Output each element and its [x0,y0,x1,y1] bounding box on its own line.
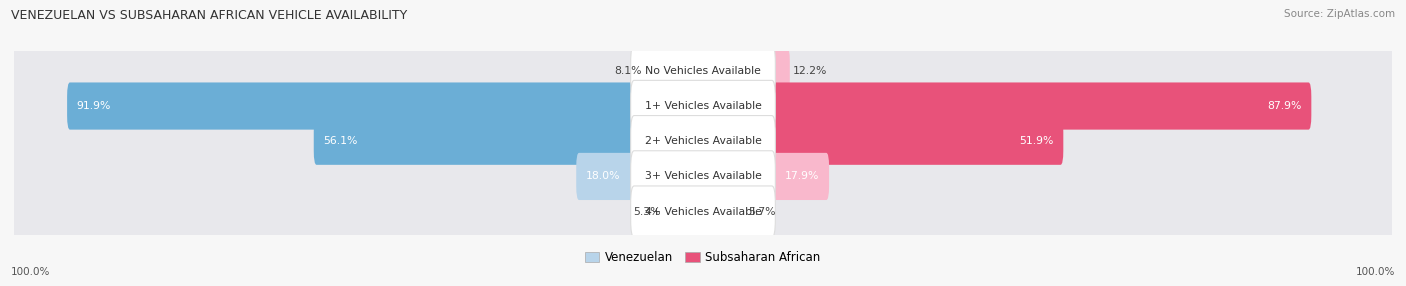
FancyBboxPatch shape [11,27,1395,115]
FancyBboxPatch shape [700,82,1312,130]
FancyBboxPatch shape [11,97,1395,186]
Legend: Venezuelan, Subsaharan African: Venezuelan, Subsaharan African [581,247,825,269]
Text: 100.0%: 100.0% [11,267,51,277]
FancyBboxPatch shape [700,153,830,200]
Text: No Vehicles Available: No Vehicles Available [645,66,761,76]
Text: 3+ Vehicles Available: 3+ Vehicles Available [644,171,762,181]
FancyBboxPatch shape [11,167,1395,256]
Text: 100.0%: 100.0% [1355,267,1395,277]
Text: 4+ Vehicles Available: 4+ Vehicles Available [644,207,762,217]
Text: Source: ZipAtlas.com: Source: ZipAtlas.com [1284,9,1395,19]
Text: 18.0%: 18.0% [586,171,620,181]
Text: 12.2%: 12.2% [793,66,827,76]
FancyBboxPatch shape [700,47,790,94]
Text: 5.3%: 5.3% [634,207,661,217]
FancyBboxPatch shape [631,186,775,237]
FancyBboxPatch shape [700,188,745,235]
FancyBboxPatch shape [700,118,1063,165]
FancyBboxPatch shape [576,153,706,200]
FancyBboxPatch shape [644,47,706,94]
FancyBboxPatch shape [631,151,775,202]
FancyBboxPatch shape [631,116,775,167]
Text: 2+ Vehicles Available: 2+ Vehicles Available [644,136,762,146]
Text: 91.9%: 91.9% [77,101,111,111]
Text: VENEZUELAN VS SUBSAHARAN AFRICAN VEHICLE AVAILABILITY: VENEZUELAN VS SUBSAHARAN AFRICAN VEHICLE… [11,9,408,21]
FancyBboxPatch shape [67,82,706,130]
Text: 5.7%: 5.7% [748,207,775,217]
FancyBboxPatch shape [631,80,775,132]
Text: 56.1%: 56.1% [323,136,357,146]
FancyBboxPatch shape [11,132,1395,221]
FancyBboxPatch shape [664,188,706,235]
Text: 17.9%: 17.9% [785,171,820,181]
FancyBboxPatch shape [11,62,1395,150]
Text: 1+ Vehicles Available: 1+ Vehicles Available [644,101,762,111]
FancyBboxPatch shape [631,45,775,96]
FancyBboxPatch shape [314,118,706,165]
Text: 8.1%: 8.1% [614,66,641,76]
Text: 87.9%: 87.9% [1267,101,1302,111]
Text: 51.9%: 51.9% [1019,136,1053,146]
